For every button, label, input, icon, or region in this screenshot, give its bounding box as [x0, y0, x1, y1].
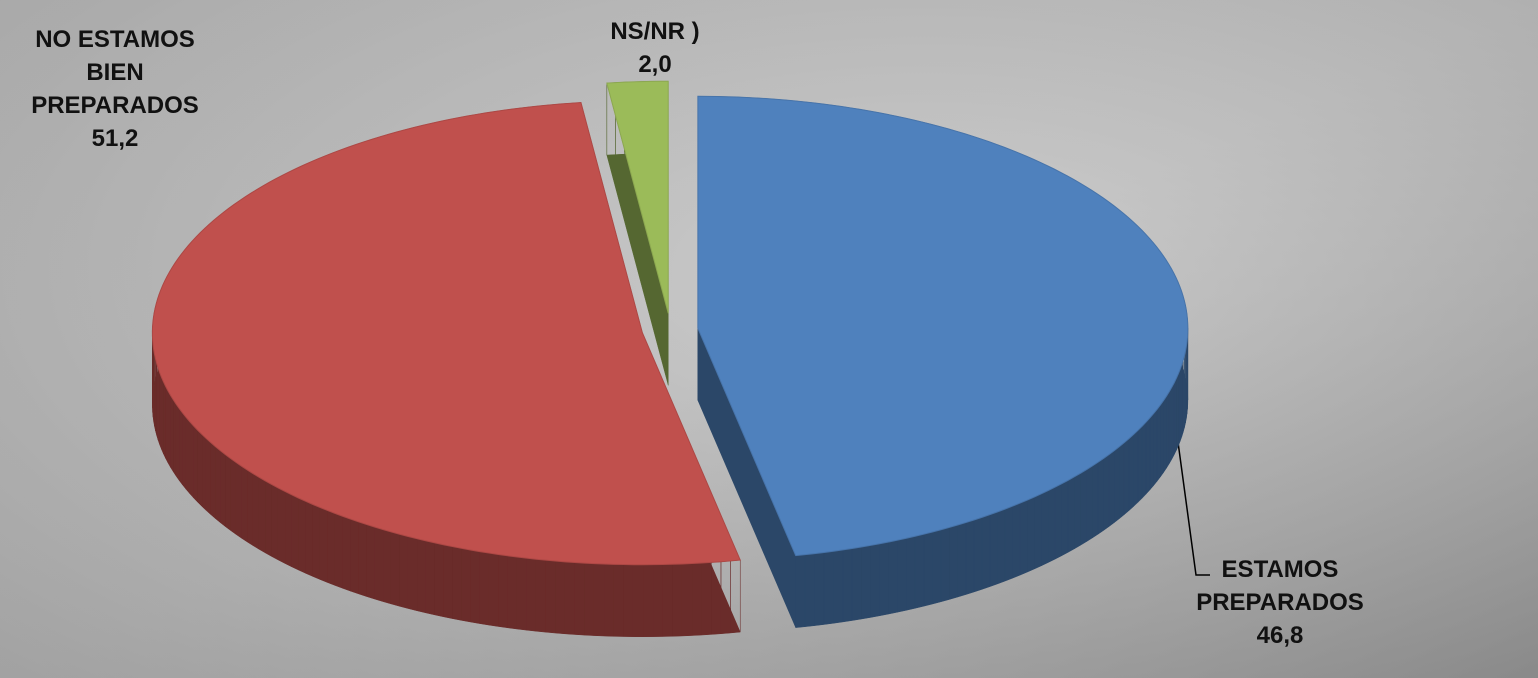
data-label: NO ESTAMOS BIEN PREPARADOS 51,2: [5, 23, 225, 155]
value-label: 46,8: [1256, 622, 1304, 649]
slice: [151, 102, 741, 566]
category-label: ESTAMOS PREPARADOS: [1196, 556, 1364, 616]
category-label: NS/NR ): [610, 18, 700, 45]
slice: [697, 95, 1189, 557]
data-label: NS/NR ) 2,0: [585, 15, 725, 81]
value-label: 51,2: [91, 125, 139, 152]
category-label: NO ESTAMOS BIEN PREPARADOS: [31, 26, 199, 119]
slice: [606, 80, 669, 314]
value-label: 2,0: [638, 51, 672, 78]
data-label: ESTAMOS PREPARADOS 46,8: [1180, 553, 1380, 652]
